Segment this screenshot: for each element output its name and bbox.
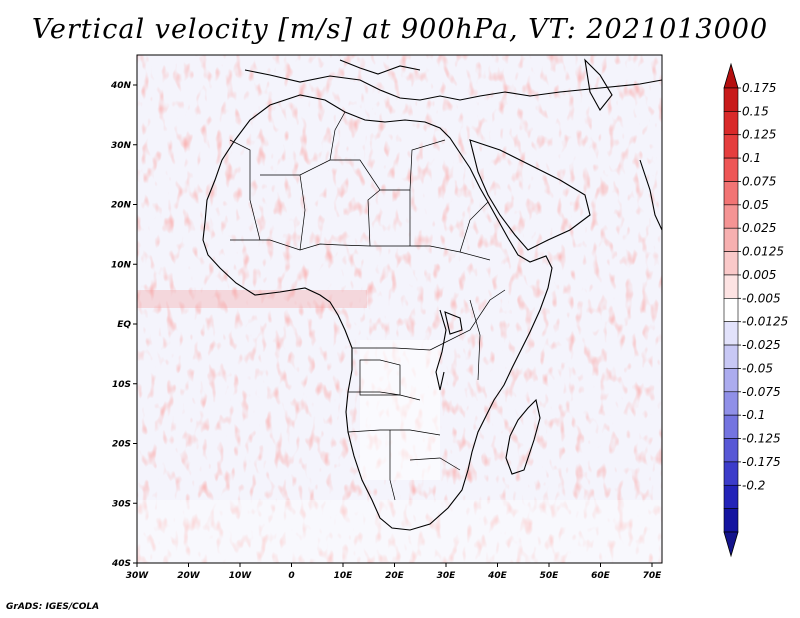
lat-tick-label: 10N <box>111 260 132 270</box>
colorbar-segment <box>723 204 739 229</box>
colorbar-label: 0.175 <box>742 81 776 95</box>
colorbar-label: -0.1 <box>742 408 765 422</box>
colorbar-segment <box>723 461 739 486</box>
lon-tick-label: 0 <box>288 571 294 581</box>
lat-tick-label: 40N <box>110 81 132 91</box>
colorbar-segment <box>723 414 739 439</box>
colorbar-segment <box>723 344 739 369</box>
colorbar-segment <box>723 181 739 206</box>
lon-tick-label: 30W <box>126 571 150 581</box>
lat-tick-label: 30S <box>112 499 131 509</box>
colorbar-label: 0.025 <box>742 221 776 235</box>
colorbar-label: 0.1 <box>742 151 761 165</box>
colorbar-label: -0.2 <box>742 478 765 492</box>
colorbar-label: 0.075 <box>742 174 776 188</box>
colorbar-label: -0.175 <box>742 455 781 469</box>
coastlines <box>202 58 662 531</box>
colorbar-label: 0.005 <box>742 268 776 282</box>
map-frame <box>136 54 663 564</box>
colorbar-segment <box>723 134 739 159</box>
colorbar-segment <box>723 87 739 112</box>
lat-tick-label: 20N <box>111 201 132 211</box>
colorbar-label: -0.005 <box>742 291 781 305</box>
lat-tick-label: 30N <box>111 141 132 151</box>
lon-tick-label: 40E <box>487 571 508 581</box>
lon-tick-label: 20W <box>177 571 201 581</box>
colorbar-segment <box>723 321 739 346</box>
grads-credit: GrADS: IGES/COLA <box>6 602 100 612</box>
colorbar-top-arrow <box>723 62 739 89</box>
colorbar-label: -0.0125 <box>742 315 788 329</box>
colorbar-segment <box>723 111 739 136</box>
lon-tick-label: 30E <box>437 571 457 581</box>
lon-tick-label: 70E <box>643 571 663 581</box>
lon-tick-label: 50E <box>540 571 560 581</box>
lon-tick-label: 20E <box>385 571 405 581</box>
vertical-velocity-field <box>137 55 662 563</box>
lon-tick-label: 10W <box>229 571 253 581</box>
colorbar-segment <box>723 438 739 463</box>
lat-tick-label: 20S <box>112 440 131 450</box>
colorbar-segment <box>723 391 739 416</box>
colorbar: 0.175 0.15 0.125 0.1 0.075 0.05 0.025 0.0125 0.0… <box>723 62 788 558</box>
colorbar-segment <box>723 251 739 276</box>
colorbar-segment <box>723 274 739 299</box>
colorbar-label: -0.05 <box>742 361 773 375</box>
colorbar-label: -0.025 <box>742 338 781 352</box>
lat-tick-label: EQ <box>117 320 131 330</box>
colorbar-label: 0.0125 <box>742 245 784 259</box>
lon-tick-label: 10E <box>334 571 354 581</box>
colorbar-segment <box>723 368 739 393</box>
colorbar-segment <box>723 298 739 322</box>
chart-title: Vertical velocity [m/s] at 900hPa, VT: 2… <box>31 14 769 45</box>
colorbar-label: -0.125 <box>742 432 781 446</box>
lat-tick-label: 40S <box>111 559 131 569</box>
colorbar-label: 0.125 <box>742 128 776 142</box>
colorbar-bottom-arrow <box>723 531 739 558</box>
colorbar-label: 0.15 <box>742 104 769 118</box>
country-borders <box>229 111 506 501</box>
colorbar-segment <box>723 227 739 252</box>
colorbar-segment <box>723 484 739 509</box>
colorbar-segment <box>723 508 739 533</box>
lat-tick-label: 10S <box>112 380 131 390</box>
colorbar-label: -0.075 <box>742 385 781 399</box>
colorbar-segment <box>723 157 739 182</box>
map-axes: 30W 20W 10W 0 10E 20E 30E 40E 50E 60E 70E 40N 30N 20N… <box>110 81 662 581</box>
colorbar-label: 0.05 <box>742 198 769 212</box>
lon-tick-label: 60E <box>591 571 611 581</box>
